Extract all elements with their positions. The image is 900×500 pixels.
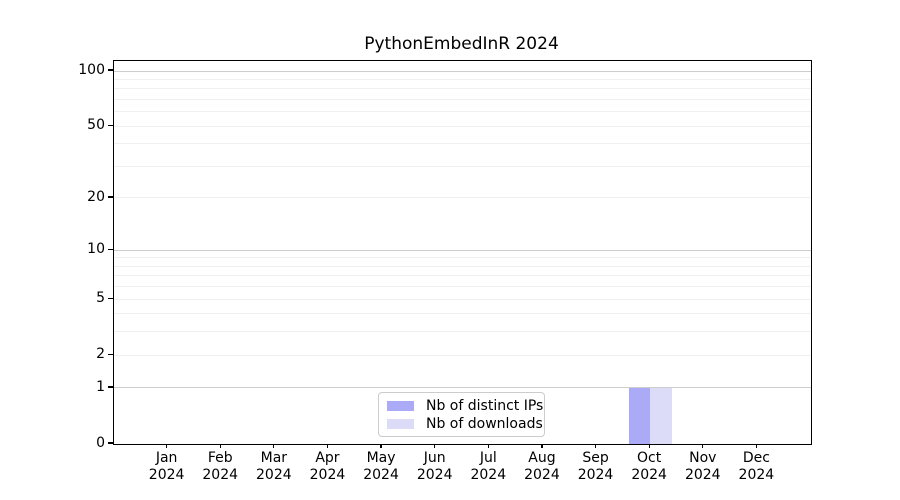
month-label: Jun bbox=[423, 450, 446, 466]
month-label: May bbox=[366, 450, 396, 466]
month-label: Sep bbox=[582, 450, 609, 466]
legend-label: Nb of distinct IPs bbox=[426, 398, 544, 414]
x-tick-label-nov: Nov 2024 bbox=[673, 450, 733, 483]
gridline-minor bbox=[114, 354, 811, 356]
gridline-minor bbox=[114, 143, 811, 145]
year-label: 2024 bbox=[470, 466, 507, 483]
gridline-major bbox=[114, 70, 811, 72]
bar-distinct-ips-oct-2024 bbox=[628, 387, 651, 444]
gridline-minor bbox=[114, 265, 811, 267]
x-tick-mark bbox=[166, 444, 168, 449]
x-tick-mark bbox=[219, 444, 221, 449]
y-tick-label-100: 100 bbox=[78, 62, 105, 78]
year-label: 2024 bbox=[577, 466, 614, 483]
legend-item: Nb of distinct IPs bbox=[379, 398, 544, 414]
x-tick-label-feb: Feb 2024 bbox=[190, 450, 250, 483]
gridline-minor bbox=[114, 313, 811, 315]
gridline-minor bbox=[114, 78, 811, 80]
y-tick-mark bbox=[108, 297, 113, 299]
x-tick-label-dec: Dec 2024 bbox=[726, 450, 786, 483]
year-label: 2024 bbox=[738, 466, 775, 483]
year-label: 2024 bbox=[524, 466, 560, 483]
x-tick-label-jan: Jan 2024 bbox=[137, 450, 197, 483]
gridline-minor bbox=[114, 197, 811, 199]
x-tick-mark bbox=[702, 444, 704, 449]
year-label: 2024 bbox=[416, 466, 453, 483]
gridline-minor bbox=[114, 275, 811, 277]
y-tick-label-2: 2 bbox=[96, 346, 105, 363]
y-tick-label-20: 20 bbox=[87, 188, 105, 205]
month-label: Feb bbox=[207, 450, 233, 466]
x-tick-mark bbox=[326, 444, 329, 449]
x-tick-mark bbox=[273, 444, 275, 449]
year-label: 2024 bbox=[148, 466, 185, 483]
gridline-minor bbox=[114, 257, 811, 259]
y-tick-label-0: 0 bbox=[96, 435, 105, 451]
gridline-minor bbox=[114, 88, 811, 90]
plot-area bbox=[113, 60, 812, 445]
x-tick-mark bbox=[487, 444, 489, 449]
y-tick-label-50: 50 bbox=[87, 117, 105, 134]
year-label: 2024 bbox=[363, 466, 399, 483]
x-tick-label-aug: Aug 2024 bbox=[512, 450, 572, 483]
legend-label: Nb of downloads bbox=[426, 416, 543, 432]
month-label: Oct bbox=[637, 450, 662, 466]
x-tick-label-mar: Mar 2024 bbox=[244, 450, 304, 483]
x-tick-mark bbox=[594, 444, 597, 449]
x-tick-label-oct: Oct 2024 bbox=[619, 450, 679, 483]
y-tick-mark bbox=[108, 196, 113, 198]
year-label: 2024 bbox=[684, 466, 721, 483]
x-tick-label-apr: Apr 2024 bbox=[297, 450, 357, 483]
month-label: Aug bbox=[528, 450, 556, 466]
x-tick-mark bbox=[380, 444, 382, 449]
chart-title: PythonEmbedInR 2024 bbox=[364, 34, 559, 54]
legend-swatch bbox=[387, 400, 414, 412]
x-tick-label-jun: Jun 2024 bbox=[405, 450, 465, 483]
y-tick-mark bbox=[108, 69, 113, 71]
year-label: 2024 bbox=[256, 466, 292, 483]
gridline-minor bbox=[114, 165, 811, 167]
gridline-major bbox=[114, 249, 811, 251]
bar-downloads-oct-2024 bbox=[650, 387, 672, 444]
x-tick-label-jul: Jul 2024 bbox=[458, 450, 518, 483]
y-tick-mark bbox=[108, 386, 113, 388]
y-tick-mark bbox=[108, 124, 113, 126]
x-tick-label-may: May 2024 bbox=[351, 450, 411, 483]
y-tick-mark bbox=[108, 353, 113, 355]
gridline-minor bbox=[114, 331, 811, 333]
y-tick-mark bbox=[108, 248, 113, 250]
legend-item: Nb of downloads bbox=[379, 416, 544, 432]
x-tick-mark bbox=[541, 444, 543, 449]
gridline-minor bbox=[114, 298, 811, 300]
month-label: Mar bbox=[260, 450, 288, 466]
year-label: 2024 bbox=[631, 466, 667, 483]
y-tick-label-10: 10 bbox=[87, 241, 105, 258]
month-label: Dec bbox=[742, 450, 770, 466]
month-label: Nov bbox=[689, 450, 717, 466]
x-tick-mark bbox=[648, 444, 650, 449]
gridline-minor bbox=[114, 111, 811, 113]
x-tick-mark bbox=[755, 444, 757, 449]
y-tick-mark bbox=[108, 442, 113, 444]
x-tick-label-sep: Sep 2024 bbox=[566, 450, 626, 483]
gridline-minor bbox=[114, 98, 811, 100]
month-label: Jul bbox=[479, 450, 497, 466]
y-tick-label-1: 1 bbox=[96, 378, 105, 395]
month-label: Apr bbox=[315, 450, 340, 466]
legend-swatch bbox=[387, 418, 414, 430]
x-tick-mark bbox=[434, 444, 436, 449]
gridline-minor bbox=[114, 125, 811, 127]
gridline-minor bbox=[114, 286, 811, 288]
legend: Nb of distinct IPs Nb of downloads bbox=[378, 392, 545, 437]
y-tick-label-5: 5 bbox=[96, 290, 105, 307]
year-label: 2024 bbox=[309, 466, 346, 483]
gridline-major bbox=[114, 387, 811, 389]
year-label: 2024 bbox=[202, 466, 239, 483]
month-label: Jan bbox=[155, 450, 178, 466]
